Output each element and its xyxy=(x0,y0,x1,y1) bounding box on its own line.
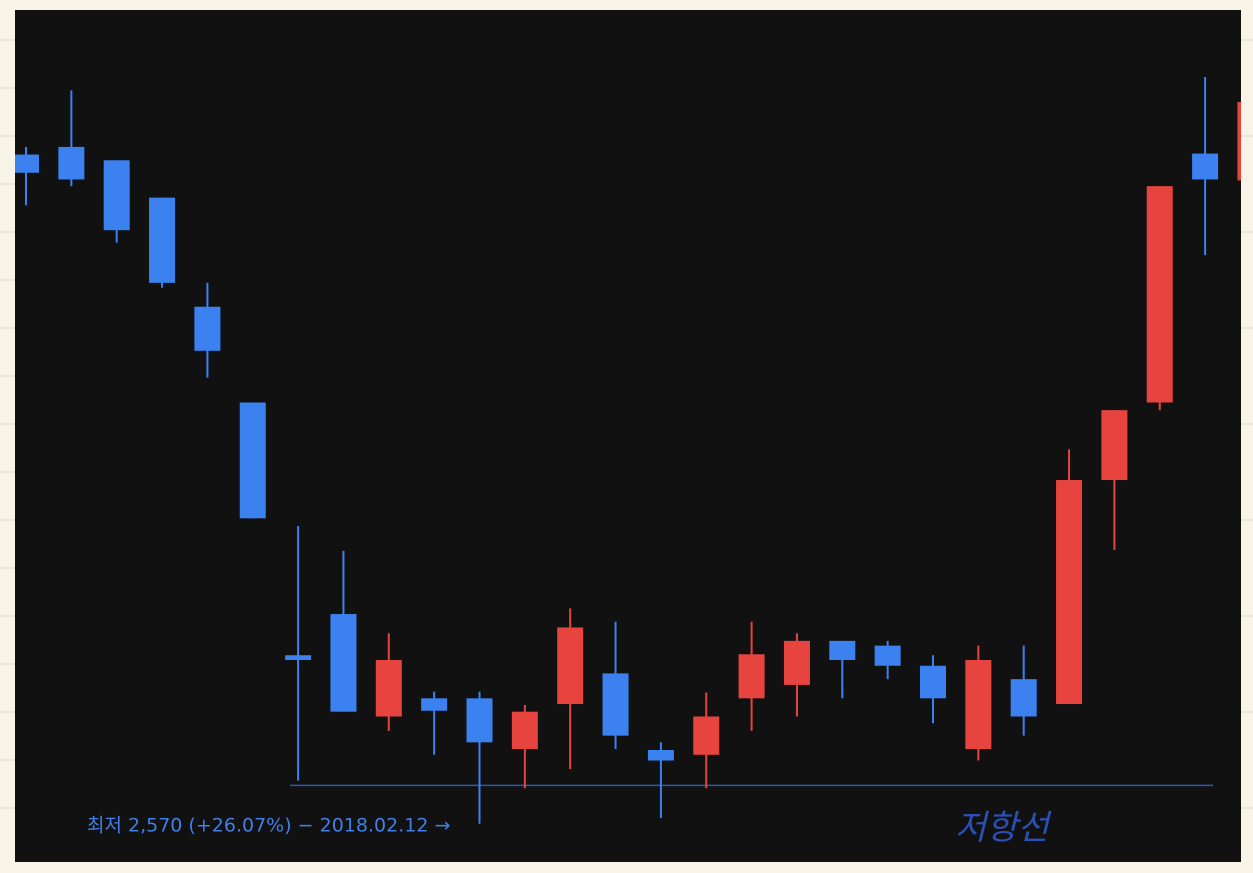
candle-body xyxy=(15,154,39,173)
candle-body xyxy=(103,160,130,231)
candle-body xyxy=(421,698,448,711)
candle-body xyxy=(693,716,720,755)
candle-body xyxy=(602,673,629,736)
candle-body xyxy=(239,402,266,519)
paper-lines xyxy=(0,39,1253,809)
candle-body xyxy=(920,665,946,699)
candle-body xyxy=(330,614,357,712)
candle-body xyxy=(194,306,221,351)
candle-body xyxy=(1146,186,1173,403)
candle-body xyxy=(1237,101,1241,181)
candle-body xyxy=(1010,679,1037,717)
candle-body xyxy=(874,645,901,666)
candle-body xyxy=(738,654,765,699)
candle-body xyxy=(149,197,176,283)
candle-body xyxy=(1192,153,1219,180)
candle-body xyxy=(783,640,810,685)
handwritten-label: 저항선 xyxy=(955,808,1053,848)
low-annotation: 최저 2,570 (+26.07%) − 2018.02.12 → xyxy=(87,815,450,837)
candle-body xyxy=(647,749,674,761)
plot-area xyxy=(15,77,1241,824)
candle-body xyxy=(511,711,538,750)
candle-body xyxy=(375,660,402,717)
candle-body xyxy=(1056,480,1083,705)
candle-body xyxy=(557,627,584,705)
candle-body xyxy=(466,698,493,743)
candle-body xyxy=(1101,410,1128,481)
candle-body xyxy=(829,640,856,661)
candle-body xyxy=(285,655,312,661)
candle-body xyxy=(965,660,992,750)
candle-body xyxy=(58,146,85,180)
